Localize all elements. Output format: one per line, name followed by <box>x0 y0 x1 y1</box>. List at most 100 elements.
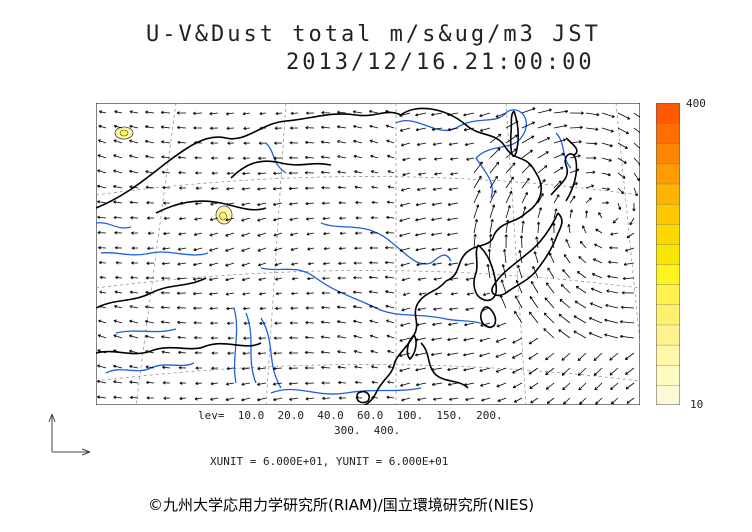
wind-vector-arrow <box>569 154 581 159</box>
wind-vector-arrow <box>466 157 475 161</box>
wind-vector-arrow <box>179 216 187 221</box>
wind-vector-arrow <box>320 335 331 339</box>
wind-vector-arrow <box>370 154 379 159</box>
wind-vector-arrow <box>569 125 583 130</box>
wind-vector-arrow <box>304 350 315 355</box>
wind-vector-arrow <box>387 349 395 354</box>
wind-vector-arrow <box>243 321 251 325</box>
wind-vector-arrow <box>338 246 347 251</box>
wind-vector-arrow <box>194 156 203 160</box>
wind-vector-arrow <box>464 142 475 147</box>
wind-vector-arrow <box>387 365 395 369</box>
wind-vector-arrow <box>553 180 562 189</box>
wind-vector-arrow <box>257 351 267 356</box>
wind-vector-arrow <box>559 298 571 309</box>
wind-vector-arrow <box>178 232 187 236</box>
wind-vector-arrow <box>569 111 584 115</box>
wind-vector-arrow <box>399 127 411 132</box>
wind-vector-arrow <box>161 276 171 280</box>
colorbar-block <box>656 163 680 185</box>
wind-vector-arrow <box>209 232 219 237</box>
wind-vector-arrow <box>131 261 139 265</box>
wind-vector-arrow <box>211 171 219 175</box>
wind-vector-arrow <box>211 351 219 355</box>
wind-vector-arrow <box>553 138 566 144</box>
wind-vector-arrow <box>610 397 619 405</box>
wind-vector-arrow <box>225 112 235 116</box>
wind-vector-arrow <box>447 367 459 372</box>
colorbar-block <box>656 263 680 285</box>
wind-vector-arrow <box>243 126 251 131</box>
wind-vector-arrow <box>370 216 379 220</box>
wind-vector-arrow <box>98 124 107 129</box>
wind-vector-arrow <box>528 337 539 345</box>
contour-levels-line1: lev= 10.0 20.0 40.0 60.0 100. 150. 200. <box>198 409 503 422</box>
wind-vector-arrow <box>481 397 491 402</box>
wind-vector-arrow <box>528 311 539 324</box>
wind-vector-arrow <box>353 349 363 354</box>
wind-vector-arrow <box>585 170 596 174</box>
unit-vector-axes-icon <box>48 413 91 456</box>
wind-vector-arrow <box>369 334 379 339</box>
wind-vector-arrow <box>353 276 363 280</box>
colorbar-min-label: 10 <box>690 398 704 411</box>
wind-vector-arrow <box>290 306 299 310</box>
wind-vector-arrow <box>633 112 640 118</box>
wind-vector-arrow <box>275 291 283 296</box>
wind-vector-arrow <box>496 322 507 328</box>
wind-vector-arrow <box>588 332 603 339</box>
wind-vector-arrow <box>480 322 491 327</box>
wind-vector-arrow <box>371 365 379 369</box>
wind-vector-arrow <box>97 139 107 144</box>
wind-vector-arrow <box>632 202 636 212</box>
wind-vector-arrow <box>339 216 347 220</box>
wind-vector-arrow <box>97 184 107 189</box>
wind-vector-arrow <box>193 321 203 325</box>
wind-vector-arrow <box>321 125 331 130</box>
wind-vector-arrow <box>609 367 619 376</box>
wind-vector-arrow <box>210 202 219 206</box>
wind-vector-arrow <box>553 152 565 159</box>
wind-vector-arrow <box>387 170 395 174</box>
colorbar-block <box>656 364 680 386</box>
wind-vector-arrow <box>162 381 171 385</box>
wind-vector-arrow <box>352 290 363 294</box>
wind-vector-arrow <box>417 397 427 402</box>
wind-vector-arrow <box>633 142 640 151</box>
wind-vector-arrow <box>97 169 107 174</box>
wind-vector-arrow <box>257 247 267 252</box>
wind-vector-arrow <box>195 186 203 190</box>
wind-vector-arrow <box>537 165 548 174</box>
wind-vector-arrow <box>399 337 411 342</box>
wind-vector-arrow <box>521 163 532 174</box>
wind-vector-arrow <box>322 276 331 281</box>
wind-vector-arrow <box>569 182 578 189</box>
wind-vector-arrow <box>304 366 315 370</box>
wind-vector-arrow <box>553 194 560 204</box>
wind-vector-arrow <box>449 397 459 401</box>
wind-vector-arrow <box>323 231 331 236</box>
wind-vector-arrow <box>320 170 331 175</box>
wind-vector-arrow <box>633 172 640 182</box>
wind-vector-arrow <box>192 291 203 296</box>
wind-vector-arrow <box>633 187 638 197</box>
wind-vector-arrow <box>449 277 459 281</box>
wind-vector-arrow <box>289 141 299 145</box>
wind-vector-arrow <box>289 202 299 206</box>
wind-vector-arrow <box>113 334 123 339</box>
wind-vector-arrow <box>582 225 587 234</box>
wind-vector-arrow <box>114 110 123 114</box>
wind-vector-arrow <box>447 112 459 117</box>
wind-vector-arrow <box>434 172 443 176</box>
wind-vector-arrow <box>226 366 235 371</box>
wind-vector-arrow <box>595 228 603 234</box>
wind-vector-arrow <box>601 187 610 191</box>
wind-vector-arrow <box>177 247 187 251</box>
wind-vector-arrow <box>129 319 139 324</box>
wind-vector-arrow <box>512 367 523 374</box>
wind-vector-arrow <box>306 291 315 295</box>
wind-vector-arrow <box>489 204 496 219</box>
wind-vector-arrow <box>98 305 107 309</box>
wind-vector-arrow <box>178 350 187 355</box>
wind-vector-arrow <box>617 112 631 120</box>
